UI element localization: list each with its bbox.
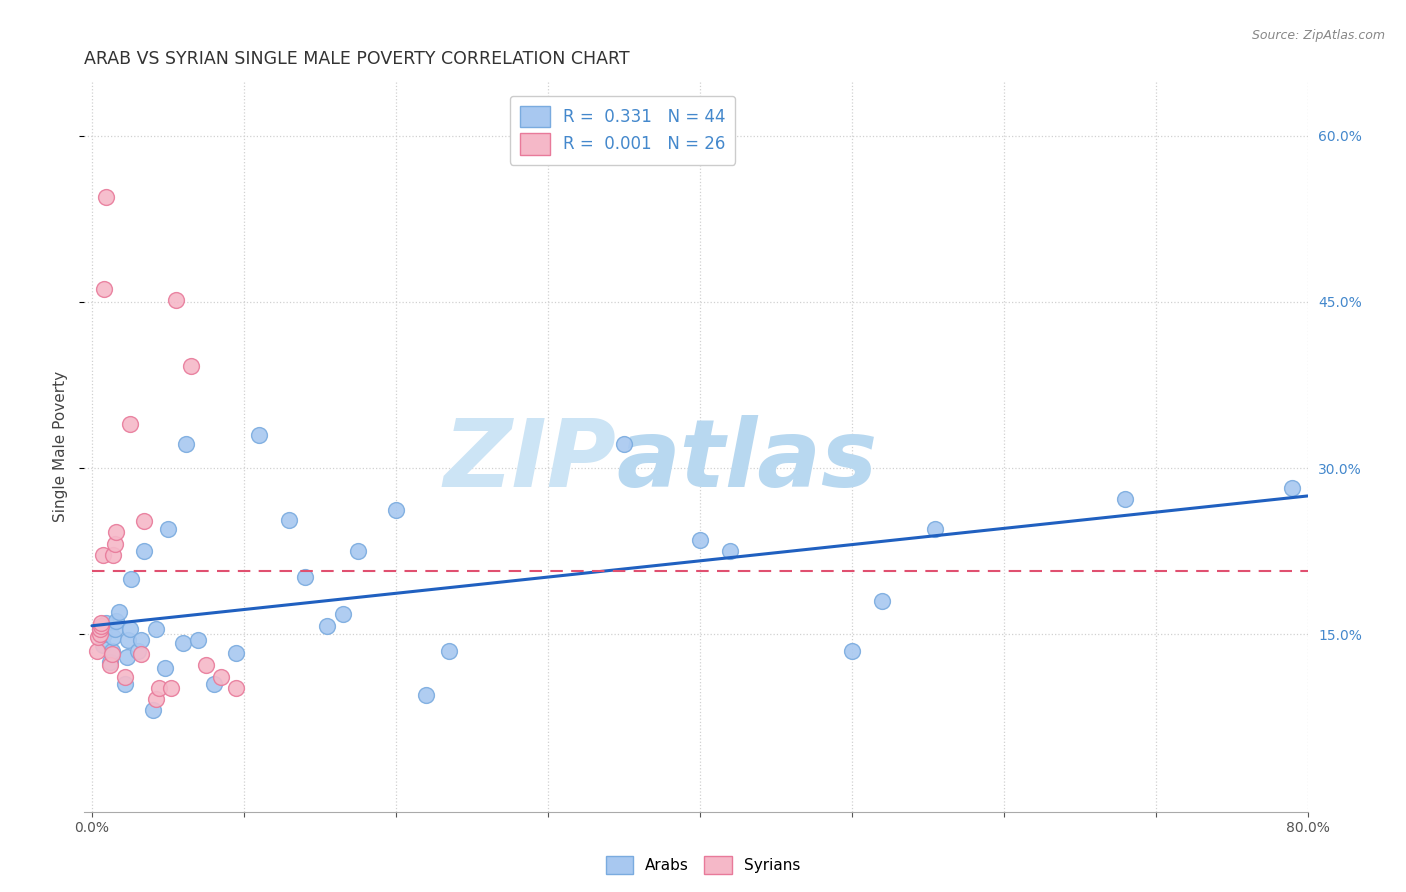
Text: Source: ZipAtlas.com: Source: ZipAtlas.com: [1251, 29, 1385, 42]
Point: [104, 622, 127, 636]
Point: [98, 658, 121, 673]
Point: [160, 681, 183, 695]
Point: [142, 703, 165, 717]
Point: [89, 622, 111, 636]
Point: [278, 513, 301, 527]
Point: [174, 437, 197, 451]
Point: [91, 548, 114, 562]
Point: [114, 669, 136, 683]
Point: [86, 644, 108, 658]
Point: [108, 605, 131, 619]
Point: [870, 594, 893, 608]
Point: [172, 636, 194, 650]
Point: [437, 644, 460, 658]
Point: [115, 649, 138, 664]
Point: [145, 691, 167, 706]
Point: [100, 648, 122, 662]
Point: [94, 189, 117, 203]
Point: [93, 282, 115, 296]
Point: [104, 536, 127, 550]
Point: [415, 689, 437, 703]
Point: [117, 632, 139, 647]
Legend: R =  0.331   N = 44, R =  0.001   N = 26: R = 0.331 N = 44, R = 0.001 N = 26: [509, 96, 735, 165]
Point: [121, 572, 143, 586]
Point: [103, 630, 125, 644]
Y-axis label: Single Male Poverty: Single Male Poverty: [53, 370, 69, 522]
Point: [153, 660, 176, 674]
Point: [187, 632, 209, 647]
Text: atlas: atlas: [616, 415, 877, 507]
Point: [247, 428, 270, 442]
Point: [91, 639, 114, 653]
Point: [105, 525, 128, 540]
Point: [294, 570, 316, 584]
Point: [209, 669, 232, 683]
Point: [118, 622, 141, 636]
Point: [129, 648, 152, 662]
Point: [841, 644, 863, 658]
Point: [332, 607, 354, 622]
Point: [103, 548, 125, 562]
Point: [98, 655, 121, 669]
Point: [613, 437, 636, 451]
Point: [156, 522, 179, 536]
Point: [100, 644, 122, 658]
Point: [718, 544, 741, 558]
Point: [93, 627, 115, 641]
Legend: Arabs, Syrians: Arabs, Syrians: [599, 850, 807, 880]
Point: [1281, 481, 1303, 495]
Point: [90, 616, 112, 631]
Point: [90, 618, 112, 632]
Point: [145, 622, 167, 636]
Point: [148, 681, 170, 695]
Point: [132, 544, 155, 558]
Point: [202, 677, 225, 691]
Point: [165, 293, 187, 307]
Point: [316, 618, 339, 632]
Point: [89, 622, 111, 636]
Text: ARAB VS SYRIAN SINGLE MALE POVERTY CORRELATION CHART: ARAB VS SYRIAN SINGLE MALE POVERTY CORRE…: [84, 50, 630, 68]
Point: [127, 644, 149, 658]
Point: [924, 522, 946, 536]
Point: [94, 616, 117, 631]
Point: [385, 503, 408, 517]
Point: [114, 677, 136, 691]
Point: [118, 417, 141, 431]
Point: [105, 614, 128, 628]
Point: [132, 514, 155, 528]
Point: [89, 627, 111, 641]
Point: [347, 544, 370, 558]
Point: [87, 630, 110, 644]
Point: [225, 646, 247, 660]
Point: [689, 533, 711, 548]
Text: ZIP: ZIP: [443, 415, 616, 507]
Point: [129, 632, 152, 647]
Point: [194, 658, 217, 673]
Point: [1114, 492, 1136, 507]
Point: [180, 359, 202, 374]
Point: [225, 681, 247, 695]
